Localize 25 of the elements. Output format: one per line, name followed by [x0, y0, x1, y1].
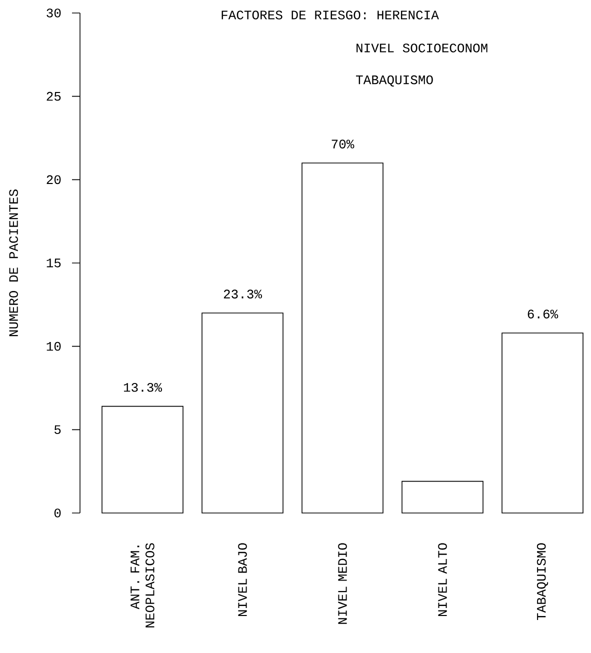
y-tick-label: 20	[46, 175, 61, 184]
y-tick-label: 25	[46, 92, 61, 101]
bar	[102, 406, 184, 514]
y-tick-label: 0	[54, 508, 61, 518]
annotation: 23.3%	[224, 290, 262, 298]
bar	[402, 480, 484, 514]
x-tick-label: NIVEL ALTO	[438, 543, 447, 616]
y-tick-label: 5	[54, 425, 61, 434]
x-tick-label: NIVEL MEDIO	[338, 543, 347, 624]
chart-title: FACTORES DE RIESGO: HERENCIA	[222, 10, 439, 20]
x-tick-label: TABAQUISMO	[536, 543, 548, 620]
y-tick-label: 10	[46, 342, 61, 351]
bar	[302, 162, 384, 514]
annotation: 6.6%	[528, 310, 558, 318]
annotation: TABAQUISMO	[356, 75, 433, 87]
bar	[502, 332, 584, 514]
x-tick-label: ANT. FAM. NEOPLASICOS	[130, 543, 154, 628]
bar	[202, 312, 284, 514]
y-tick-label: 15	[46, 258, 61, 268]
annotation: NIVEL SOCIOECONOM	[356, 44, 488, 52]
x-tick-label: NIVEL BAJO	[238, 543, 247, 616]
y-axis-title: NUMERO DE PACIENTES	[9, 190, 18, 336]
annotation: 70%	[332, 140, 354, 148]
annotation: 13.3%	[124, 382, 162, 392]
y-tick-label: 30	[46, 8, 61, 18]
